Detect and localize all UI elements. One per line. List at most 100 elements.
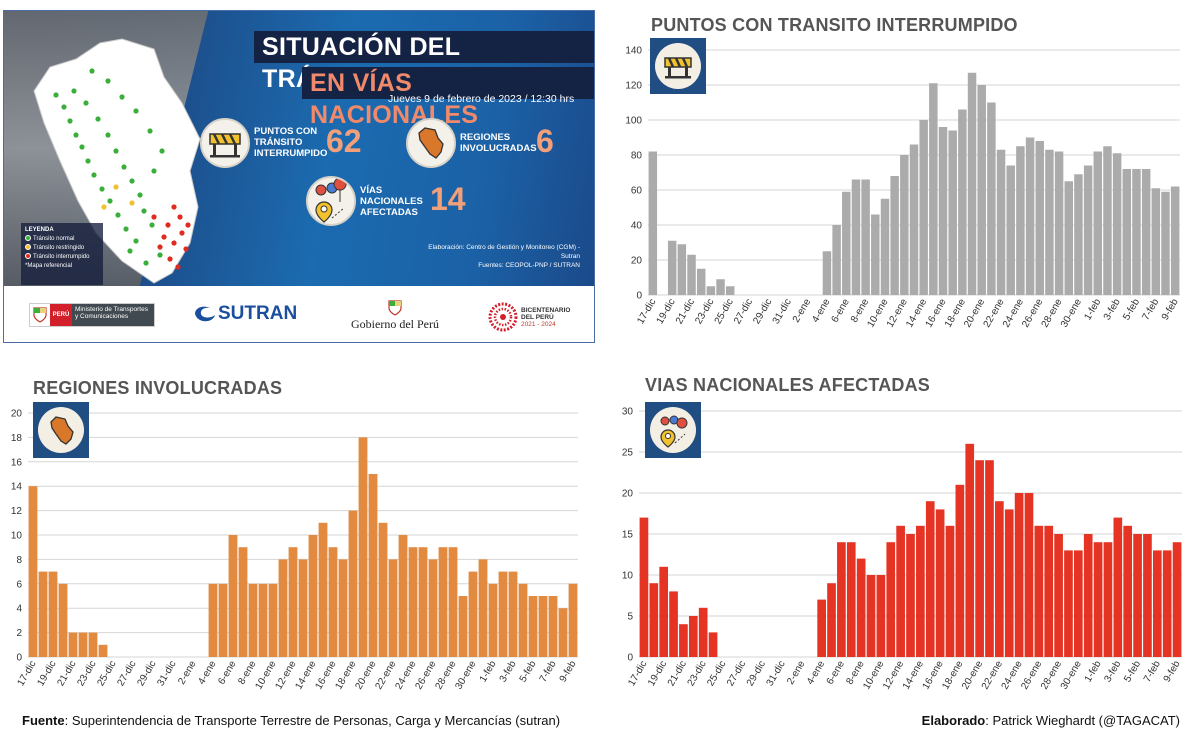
bar-24-ene — [1014, 493, 1024, 657]
bar-7-feb — [1151, 188, 1161, 295]
bar-12-ene — [900, 155, 909, 295]
x-tick-label: 3-feb — [498, 659, 519, 685]
x-tick-label: 23-dic — [75, 659, 98, 688]
bar-21-dic — [687, 254, 696, 295]
x-tick-label: 6-ene — [825, 659, 848, 687]
ministry-name: Ministerio de Transportes y Comunicacion… — [72, 304, 154, 326]
footer-author-text: : Patrick Wieghardt (@TAGACAT) — [985, 713, 1180, 728]
bar-23-dic — [706, 286, 716, 295]
bar-20-dic — [58, 583, 68, 657]
x-tick-label: 5-feb — [1122, 659, 1143, 685]
y-tick-label: 16 — [11, 457, 23, 468]
y-tick-label: 25 — [622, 448, 634, 459]
bar-16-ene — [328, 547, 338, 657]
bar-18-ene — [955, 484, 965, 657]
x-tick-label: 4-ene — [196, 659, 219, 687]
bar-21-dic — [679, 624, 688, 657]
bar-6-ene — [842, 191, 851, 295]
bar-28-ene — [448, 547, 458, 657]
bar-6-feb — [1141, 169, 1151, 295]
y-tick-label: 20 — [11, 409, 23, 420]
bar-13-ene — [906, 534, 915, 657]
bar-2-feb — [498, 571, 508, 657]
x-tick-label: 7-feb — [1142, 659, 1163, 685]
bar-17-ene — [945, 525, 955, 657]
bar-11-ene — [278, 559, 288, 657]
legend-note: *Mapa referencial — [25, 263, 73, 269]
bicentenario-years: 2021 - 2024 — [521, 320, 556, 328]
x-tick-label: 31-dic — [771, 297, 794, 326]
bar-15-ene — [925, 501, 935, 657]
gobierno-logo: Gobierno del Perú — [340, 300, 450, 332]
bar-22-dic — [696, 268, 706, 295]
bar-15-ene — [929, 83, 938, 295]
legend-item-interrumpido: Tránsito interrumpido — [25, 253, 99, 262]
bar-28-ene — [1054, 151, 1064, 295]
x-tick-label: 5-feb — [518, 659, 539, 685]
credits-line2: Fuentes: CEOPOL-PNP / SUTRAN — [478, 262, 580, 269]
peru-tag: PERÚ — [50, 304, 72, 326]
bar-10-ene — [880, 198, 890, 295]
stat-value-regiones: 6 — [536, 123, 554, 159]
bar-3-feb — [1113, 517, 1123, 657]
peru-map-icon — [33, 38, 201, 284]
x-tick-label: 27-dic — [115, 659, 138, 688]
bar-30-ene — [1074, 550, 1083, 657]
bar-2-feb — [1103, 542, 1113, 657]
sutran-swirl-icon — [195, 306, 215, 322]
x-tick-label: 9-feb — [1160, 297, 1181, 323]
bar-19-dic — [48, 571, 58, 657]
bar-20-ene — [975, 460, 984, 657]
bar-24-dic — [708, 632, 718, 657]
bar-21-ene — [985, 460, 994, 657]
bar-19-ene — [965, 443, 975, 657]
y-tick-label: 80 — [631, 151, 643, 162]
stat-label-regiones: REGIONES INVOLUCRADAS — [460, 132, 537, 154]
y-tick-label: 10 — [622, 571, 634, 582]
x-tick-label: 31-dic — [765, 659, 788, 688]
bar-5-feb — [1132, 169, 1141, 295]
bar-4-feb — [518, 583, 528, 657]
bar-16-ene — [935, 509, 945, 657]
x-tick-label: 19-dic — [35, 659, 58, 688]
x-tick-label: 19-dic — [646, 659, 669, 688]
bicentenario-logo: BICENTENARIO DEL PERÚ 2021 - 2024 — [488, 302, 570, 332]
bar-10-ene — [876, 575, 886, 657]
sutran-logo: SUTRAN — [192, 303, 297, 325]
bar-11-ene — [890, 176, 899, 295]
bar-17-dic — [648, 151, 658, 295]
bar-9-ene — [871, 214, 880, 295]
map-legend: LEYENDA Tránsito normal Tránsito restrin… — [21, 223, 103, 285]
bar-5-feb — [528, 596, 538, 657]
infographic-title-line2: EN VÍAS NACIONALES — [302, 67, 594, 129]
bar-7-ene — [851, 179, 861, 295]
bar-22-ene — [388, 559, 398, 657]
bar-14-ene — [919, 120, 928, 295]
sutran-name: SUTRAN — [218, 303, 298, 324]
bar-26-ene — [428, 559, 438, 657]
credits-line1: Elaboración: Centro de Gestión y Monitor… — [428, 244, 580, 260]
x-tick-label: 30-ene — [1059, 659, 1084, 692]
bar-9-ene — [258, 583, 268, 657]
y-tick-label: 14 — [11, 482, 23, 493]
bar-23-dic — [88, 632, 98, 657]
bar-19-dic — [659, 566, 669, 657]
bar-14-ene — [916, 525, 925, 657]
bar-20-ene — [977, 85, 986, 295]
bar-17-ene — [948, 130, 957, 295]
x-tick-label: 9-feb — [1162, 659, 1183, 685]
bar-26-ene — [1034, 525, 1044, 657]
x-tick-label: 4-ene — [805, 659, 828, 687]
bar-6-ene — [837, 542, 846, 657]
bar-25-ene — [1024, 493, 1034, 657]
coat-of-arms-icon — [30, 304, 50, 326]
bar-25-ene — [1025, 137, 1035, 295]
bicentenario-title: BICENTENARIO — [521, 306, 571, 314]
bar-29-ene — [1064, 181, 1073, 295]
map-pins-icon — [645, 402, 701, 458]
x-tick-label: 31-dic — [155, 659, 178, 688]
bar-31-ene — [478, 559, 488, 657]
bar-29-ene — [458, 596, 468, 657]
bar-22-ene — [995, 501, 1004, 657]
bar-23-ene — [1004, 509, 1014, 657]
